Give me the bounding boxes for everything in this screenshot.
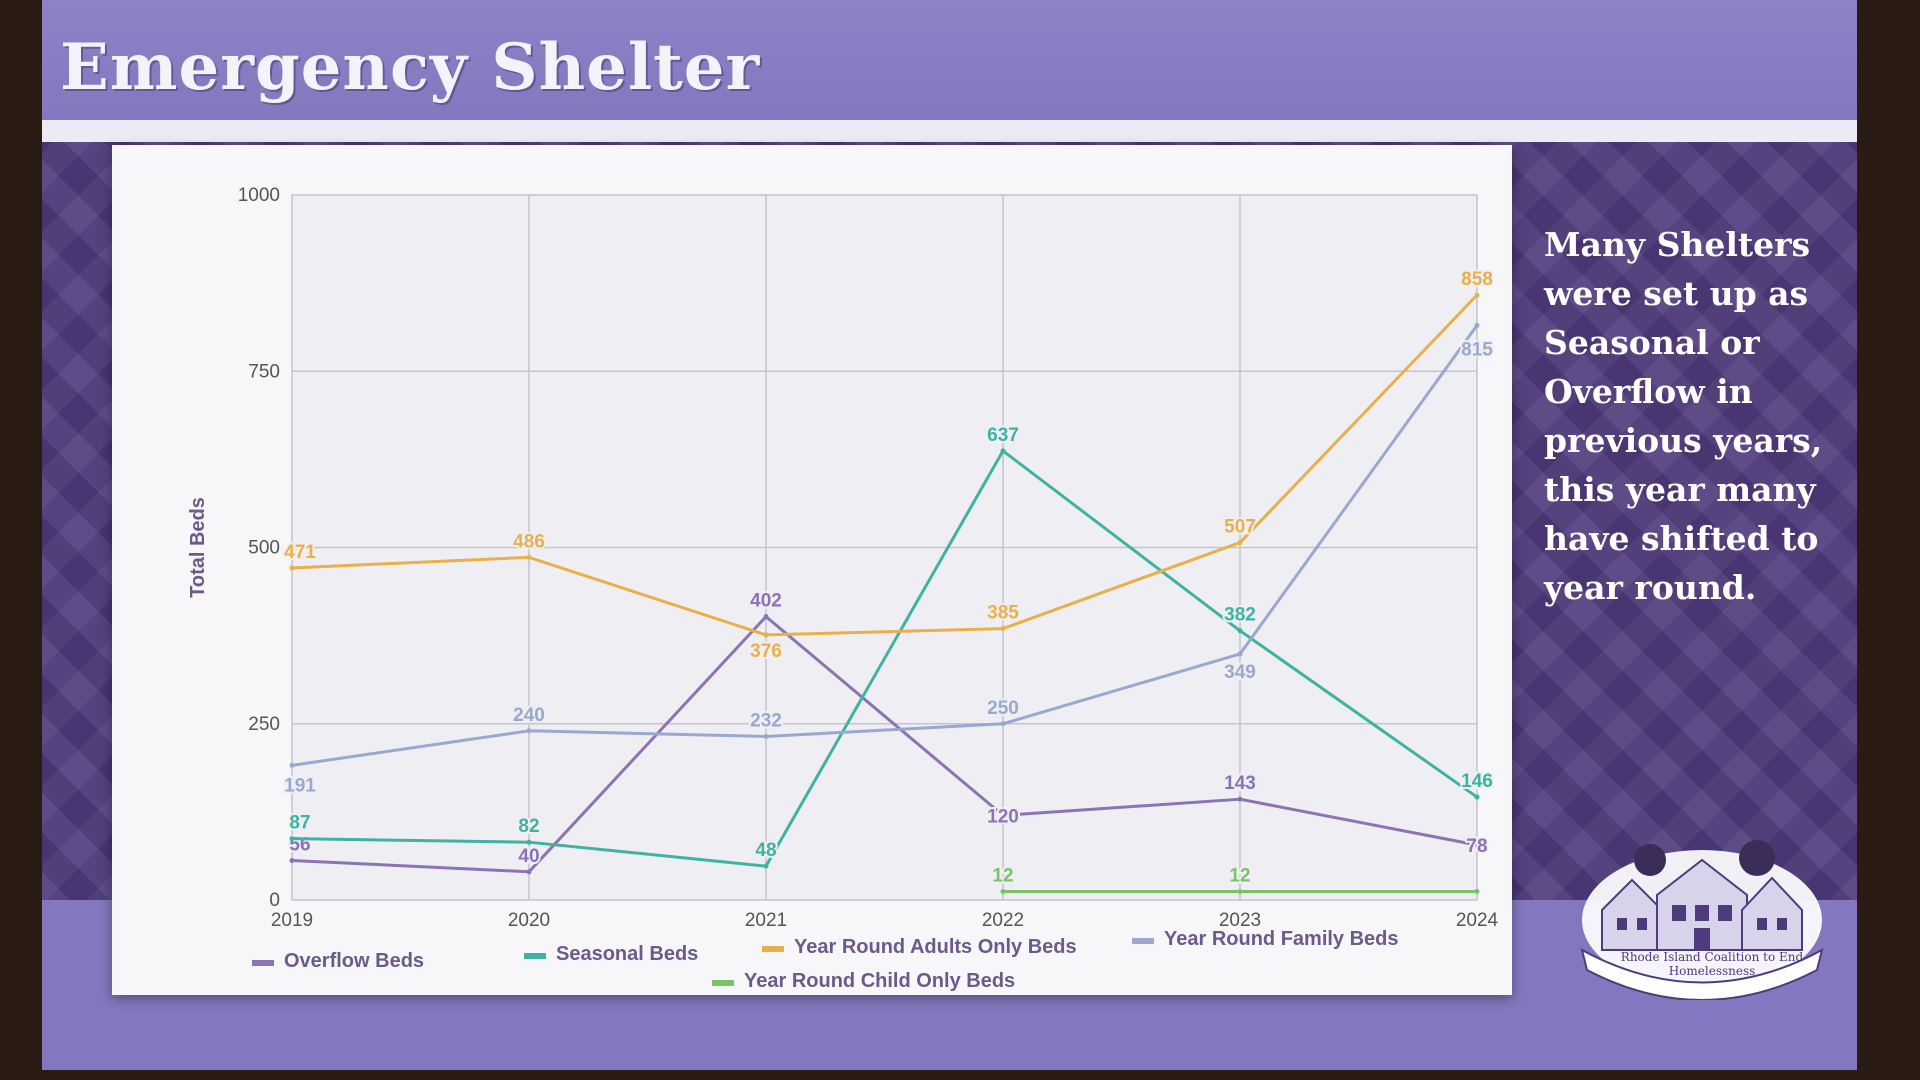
data-point xyxy=(526,728,532,734)
data-point xyxy=(1237,628,1243,634)
coalition-logo: Rhode Island Coalition to End Homelessne… xyxy=(1562,800,1842,1001)
data-point xyxy=(289,836,295,842)
x-tick-label: 2022 xyxy=(982,910,1024,931)
data-label: 486 xyxy=(513,531,545,552)
chart-card: 0 250 500 750 1000 2019 2020 2021 2022 2023 2024 To… xyxy=(112,145,1512,995)
data-label: 40 xyxy=(518,846,539,867)
data-point xyxy=(1000,889,1006,895)
data-label: 232 xyxy=(750,710,782,731)
legend-swatch xyxy=(1132,938,1154,944)
legend-label: Year Round Adults Only Beds xyxy=(794,936,1077,958)
data-point xyxy=(1000,448,1006,454)
data-point xyxy=(1474,322,1480,328)
data-point xyxy=(1474,292,1480,298)
data-label: 815 xyxy=(1461,339,1493,360)
legend-swatch xyxy=(712,980,734,986)
data-point xyxy=(763,632,769,638)
data-label: 349 xyxy=(1224,662,1256,683)
data-label: 402 xyxy=(750,591,782,612)
data-label: 143 xyxy=(1224,773,1256,794)
data-label: 376 xyxy=(750,641,782,662)
y-tick-label: 750 xyxy=(248,361,280,382)
data-label: 471 xyxy=(284,542,316,563)
data-label: 120 xyxy=(987,806,1019,827)
y-tick-label: 1000 xyxy=(238,185,280,206)
house-logo-icon xyxy=(1580,840,1824,1001)
legend-swatch xyxy=(252,960,274,966)
data-label: 12 xyxy=(1229,866,1250,887)
data-label: 858 xyxy=(1461,269,1493,290)
data-point xyxy=(526,839,532,845)
data-point xyxy=(1237,651,1243,657)
series-line-3 xyxy=(291,324,1479,767)
data-point xyxy=(1000,626,1006,632)
title-divider xyxy=(42,120,1857,142)
legend-swatch xyxy=(762,946,784,952)
data-point xyxy=(1237,796,1243,802)
side-note: Many Shelters were set up as Seasonal or… xyxy=(1544,225,1823,607)
data-label: 240 xyxy=(513,705,545,726)
data-label: 87 xyxy=(289,813,310,834)
data-point xyxy=(1237,889,1243,895)
data-label: 385 xyxy=(987,603,1019,624)
data-point xyxy=(289,858,295,864)
line-chart: 0 250 500 750 1000 2019 2020 2021 2022 2023 2024 To… xyxy=(187,185,1499,992)
data-point xyxy=(763,733,769,739)
x-tick-label: 2023 xyxy=(1219,910,1261,931)
data-label: 250 xyxy=(987,698,1019,719)
data-point xyxy=(289,565,295,571)
data-point xyxy=(1237,540,1243,546)
y-tick-label: 0 xyxy=(269,890,280,911)
x-tick-label: 2021 xyxy=(745,910,787,931)
x-tick-label: 2020 xyxy=(508,910,550,931)
data-point xyxy=(1000,812,1006,818)
legend-label: Year Round Child Only Beds xyxy=(744,970,1015,992)
data-label: 382 xyxy=(1224,605,1256,626)
data-point xyxy=(526,554,532,560)
data-label: 146 xyxy=(1461,771,1493,792)
data-label: 191 xyxy=(284,775,316,796)
legend-label: Seasonal Beds xyxy=(556,943,698,965)
data-point xyxy=(1474,842,1480,848)
data-point xyxy=(1474,889,1480,895)
data-point xyxy=(1000,721,1006,727)
series-line-0 xyxy=(291,615,1478,874)
legend-label: Year Round Family Beds xyxy=(1164,928,1399,950)
x-tick-label: 2024 xyxy=(1456,910,1499,931)
logo-text: Rhode Island Coalition to End Homelessne… xyxy=(1620,950,1804,978)
data-label: 48 xyxy=(755,840,776,861)
series-line-1 xyxy=(291,449,1478,868)
data-point xyxy=(526,869,532,875)
legend-swatch xyxy=(524,953,546,959)
data-label: 12 xyxy=(992,866,1013,887)
data-label: 82 xyxy=(518,816,539,837)
y-tick-label: 500 xyxy=(248,538,280,559)
title-bar: Emergency Shelter xyxy=(42,0,1857,120)
y-axis-title: Total Beds xyxy=(187,497,209,598)
data-point xyxy=(763,614,769,620)
data-label: 507 xyxy=(1224,517,1256,538)
y-tick-label: 250 xyxy=(248,714,280,735)
data-point xyxy=(763,863,769,869)
legend-label: Overflow Beds xyxy=(284,950,424,972)
series-line-2 xyxy=(291,294,1479,637)
slide-title: Emergency Shelter xyxy=(60,30,761,105)
data-label: 637 xyxy=(987,425,1019,446)
data-point xyxy=(1474,794,1480,800)
data-point xyxy=(289,762,295,768)
x-tick-label: 2019 xyxy=(271,910,313,931)
data-label: 78 xyxy=(1466,836,1487,857)
slide: Emergency Shelter 0 250 500 750 1000 2019 2020… xyxy=(42,0,1857,1070)
